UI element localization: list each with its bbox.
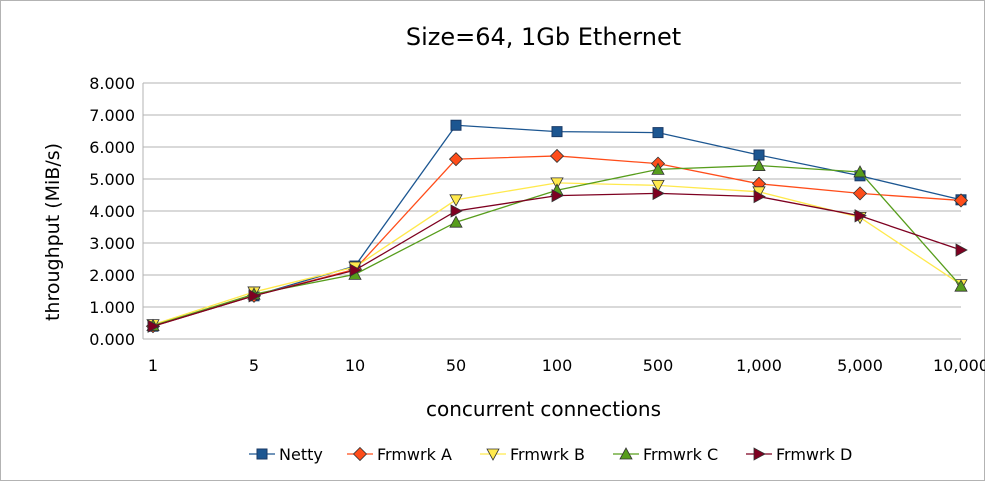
legend-label: Netty — [279, 445, 323, 464]
y-tick-label: 5.000 — [89, 170, 135, 189]
data-point — [551, 126, 563, 138]
x-tick-label: 100 — [542, 356, 573, 375]
series-line-3 — [152, 182, 962, 326]
y-tick-label: 6.000 — [89, 138, 135, 157]
data-point — [955, 243, 968, 257]
legend-marker — [486, 448, 500, 461]
data-point — [450, 204, 463, 218]
chart-title: Size=64, 1Gb Ethernet — [405, 23, 682, 51]
data-point — [854, 209, 867, 223]
legend-marker — [619, 447, 633, 460]
x-tick-label: 500 — [643, 356, 674, 375]
y-tick-label: 2.000 — [89, 266, 135, 285]
data-point — [652, 186, 665, 201]
legend-label: Frmwrk D — [776, 445, 852, 464]
data-point — [551, 188, 564, 203]
x-axis-label: concurrent connections — [425, 397, 662, 421]
legend-label: Frmwrk A — [377, 445, 452, 464]
legend-marker — [352, 446, 368, 462]
data-point — [248, 289, 261, 303]
y-tick-label: 1.000 — [89, 298, 135, 317]
data-point — [449, 215, 463, 228]
y-tick-label: 0.000 — [89, 330, 135, 349]
data-point — [349, 263, 362, 277]
data-point — [953, 193, 969, 208]
data-point — [448, 152, 464, 167]
x-tick-label: 5,000 — [837, 356, 883, 375]
y-tick-label: 7.000 — [89, 106, 135, 125]
legend-label: Frmwrk B — [510, 445, 585, 464]
data-point — [651, 162, 665, 175]
data-point — [550, 177, 564, 190]
data-point — [753, 149, 765, 161]
series-line-5 — [152, 192, 962, 327]
data-point — [652, 127, 664, 139]
data-point — [852, 186, 868, 201]
x-tick-label: 1,000 — [736, 356, 782, 375]
legend-label: Frmwrk C — [643, 445, 718, 464]
x-tick-label: 50 — [446, 356, 466, 375]
data-point — [853, 165, 867, 178]
data-point — [753, 189, 766, 204]
x-tick-label: 10,000 — [933, 356, 985, 375]
data-point — [147, 319, 160, 333]
data-point — [449, 194, 463, 207]
x-tick-label: 10 — [345, 356, 365, 375]
y-tick-label: 3.000 — [89, 234, 135, 253]
x-tick-label: 1 — [148, 356, 158, 375]
y-tick-label: 8.000 — [89, 74, 135, 93]
data-point — [651, 179, 665, 193]
data-point — [549, 148, 565, 164]
x-tick-label: 5 — [249, 356, 259, 375]
data-point — [954, 279, 968, 292]
data-point — [450, 119, 462, 131]
legend-marker — [753, 447, 766, 461]
legend-marker — [256, 448, 268, 460]
y-tick-label: 4.000 — [89, 202, 135, 221]
data-point — [752, 158, 766, 171]
